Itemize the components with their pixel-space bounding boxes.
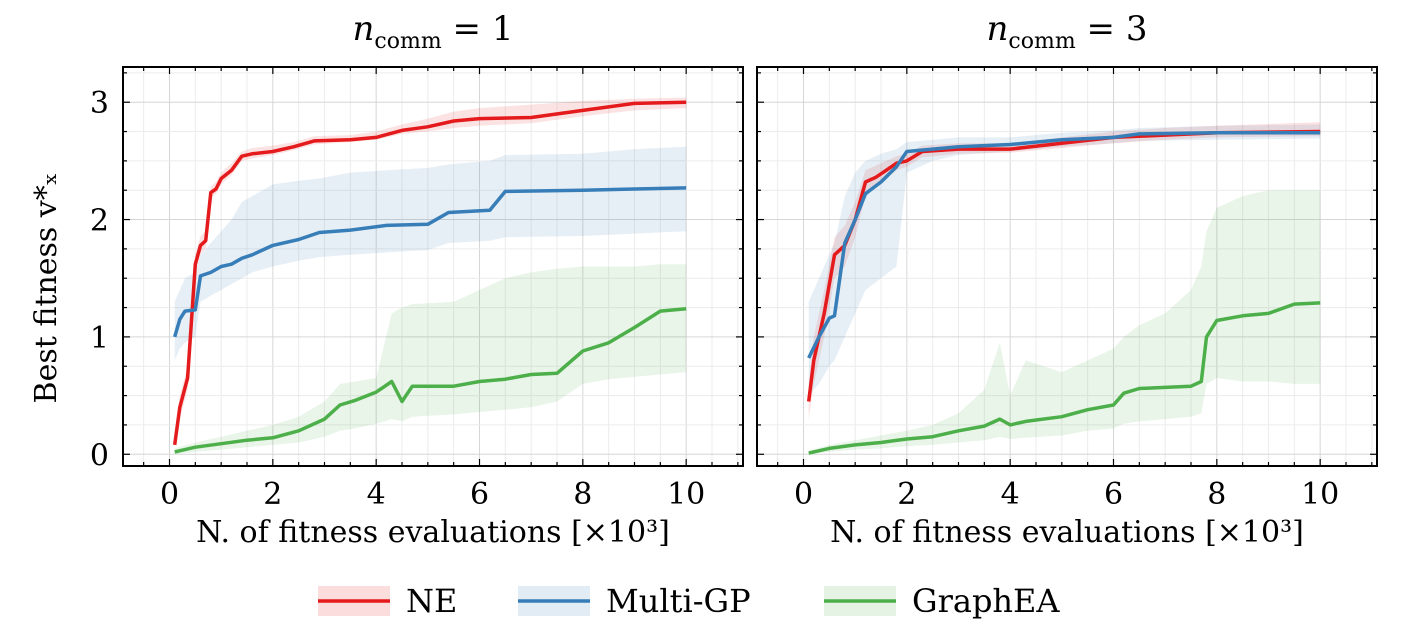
x-tick-label: 2: [897, 477, 916, 512]
panel-ncomm-3: 0 2 4 6 8 10N. of fitness evaluations [×10³] n…: [756, 9, 1378, 550]
x-tick-label: 4: [1001, 477, 1020, 512]
series-line-graphea: [174, 306, 687, 454]
x-tick-label: 2: [263, 477, 282, 512]
legend-item-ne: NE: [318, 582, 457, 620]
legend-item-multi-gp: Multi-GP: [518, 582, 751, 620]
series-line-ne: [172, 100, 687, 446]
legend-label: Multi-GP: [606, 582, 751, 620]
panel-ncomm-1: 0 2 4 6 8 10 0 1 2 3 N. of fitness evaluations [×1…: [90, 9, 744, 550]
y-tick-label: 1: [90, 321, 109, 356]
series-line-multi-gp: [807, 130, 1321, 359]
x-tick-label: 4: [367, 477, 386, 512]
x-axis-label: N. of fitness evaluations [×10³]: [196, 515, 670, 550]
x-tick-label: 8: [1207, 477, 1226, 512]
y-tick-label: 2: [90, 204, 109, 239]
x-tick-label: 10: [1301, 477, 1339, 512]
panel-title: ncomm = 3: [987, 9, 1148, 54]
y-axis-label: Best fitness v*ₓ: [29, 173, 64, 404]
series-line-graphea: [808, 301, 1321, 455]
x-tick-label: 6: [1104, 477, 1123, 512]
legend-label: NE: [406, 582, 457, 620]
panel-title: ncomm = 1: [353, 9, 514, 54]
x-tick-label: 0: [160, 477, 179, 512]
axes-frame: [122, 66, 744, 467]
legend-label: GraphEA: [912, 582, 1060, 620]
plot-area: [172, 97, 687, 455]
x-tick-label: 10: [667, 477, 705, 512]
band-graphea: [174, 264, 687, 455]
plot-area: [806, 122, 1321, 455]
x-tick-label: 8: [573, 477, 592, 512]
grid: [123, 67, 743, 466]
x-axis-label: N. of fitness evaluations [×10³]: [830, 515, 1304, 550]
ticks: [123, 67, 743, 466]
y-tick-label: 3: [90, 86, 109, 121]
series-line-multi-gp: [173, 186, 687, 338]
band-graphea: [808, 190, 1321, 455]
ticks: [757, 67, 1377, 466]
x-tick-label: 6: [470, 477, 489, 512]
band-multi-gp: [174, 146, 687, 361]
grid: [757, 67, 1377, 466]
axes-frame: [756, 66, 1378, 467]
y-tick-label: 0: [90, 438, 109, 473]
x-tick-label: 0: [794, 477, 813, 512]
legend-item-graphea: GraphEA: [824, 582, 1060, 620]
legend: NE Multi-GP GraphEA: [318, 582, 1060, 620]
